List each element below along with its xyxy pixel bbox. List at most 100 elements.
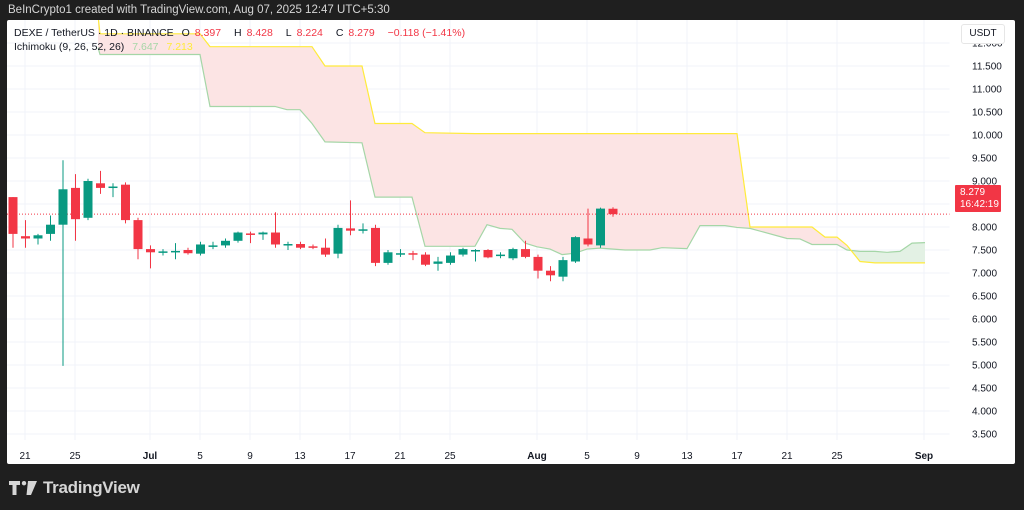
price-axis-label: 9.500 <box>972 154 997 165</box>
ichimoku-cloud-segment <box>325 66 362 143</box>
candle-body <box>408 253 418 255</box>
brand-name: TradingView <box>43 478 140 497</box>
ichimoku-cloud-segment <box>887 251 900 263</box>
price-chart-canvas[interactable]: 12.000 11.500 11.000 10.500 10.000 9.500 9.000… <box>7 20 1015 464</box>
candle-body <box>71 187 80 220</box>
candle-body <box>546 270 555 276</box>
candle-body <box>33 235 43 239</box>
indicator-legend-row[interactable]: Ichimoku (9, 26, 52, 26) 7.647 7.213 <box>14 40 470 54</box>
candle-body <box>21 236 30 239</box>
ichimoku-cloud-segment <box>525 133 537 247</box>
time-axis-label: 13 <box>681 451 693 462</box>
candle-body <box>358 229 368 231</box>
ichimoku-cloud-segment <box>860 251 875 263</box>
price-axis-label: 4.500 <box>972 384 997 395</box>
candle-body <box>58 189 68 225</box>
candle-body <box>308 246 318 248</box>
ichimoku-cloud-segment <box>100 33 200 55</box>
ichimoku-cloud-segment <box>537 133 550 250</box>
candle-body <box>233 232 243 241</box>
ichimoku-cloud-segment <box>475 133 487 247</box>
ichimoku-cloud-segment <box>300 46 312 124</box>
ichimoku-cloud-segment <box>600 133 625 250</box>
bar-countdown: 16:42:19 <box>960 199 999 210</box>
time-axis-label: 9 <box>247 451 253 462</box>
high-value: 8.428 <box>246 27 273 39</box>
candle-body <box>471 250 480 252</box>
candle-body <box>396 253 405 255</box>
currency-unit-button[interactable]: USDT <box>961 24 1005 44</box>
candle-body <box>296 244 305 248</box>
ichimoku-cloud-segment <box>650 133 662 250</box>
candle-body <box>383 252 393 263</box>
ichimoku-cloud-segment <box>900 243 912 263</box>
candle-body <box>208 245 218 247</box>
time-axis-label: 25 <box>831 451 843 462</box>
candle-body <box>171 250 180 253</box>
time-axis-label: 25 <box>444 451 456 462</box>
ichimoku-cloud-segment <box>700 133 725 226</box>
candle-body <box>258 232 268 235</box>
time-axis-label: 5 <box>584 451 590 462</box>
candle-body <box>221 240 230 246</box>
candle-body <box>533 256 543 271</box>
ichimoku-cloud-segment <box>725 133 737 228</box>
candle-body <box>433 261 443 264</box>
price-axis-label: 10.500 <box>972 108 1003 119</box>
low-value: 8.224 <box>296 27 323 39</box>
time-axis-label: 21 <box>19 451 31 462</box>
leading-span-a-line <box>97 47 926 256</box>
leading-span-b-line <box>97 20 925 264</box>
leading-span-b-value: 7.213 <box>166 41 193 53</box>
time-axis-label: Sep <box>915 451 933 462</box>
time-axis-label: 21 <box>394 451 406 462</box>
candle-body <box>558 260 568 277</box>
price-axis-label: 10.000 <box>972 131 1003 142</box>
ichimoku-cloud-segment <box>487 133 500 229</box>
time-axis-label: Jul <box>143 451 158 462</box>
ichimoku-cloud-segment <box>275 46 287 110</box>
candle-body <box>483 250 493 258</box>
candle-body <box>158 251 168 253</box>
candle-body <box>83 181 93 218</box>
ichimoku-cloud-segment <box>425 132 475 247</box>
candle-body <box>421 254 430 265</box>
time-axis-label: 25 <box>69 451 81 462</box>
time-axis-label: 17 <box>731 451 743 462</box>
attribution-text: BeInCrypto1 created with TradingView.com… <box>8 4 390 16</box>
time-axis-label: Aug <box>527 451 546 462</box>
ichimoku-cloud-segment <box>812 227 825 245</box>
price-axis-label: 3.500 <box>972 430 997 441</box>
ichimoku-cloud-segment <box>562 133 575 255</box>
price-axis-label: 11.500 <box>972 62 1002 73</box>
ichimoku-cloud-segment <box>875 251 887 263</box>
ichimoku-cloud-segment <box>500 133 512 230</box>
candle-body <box>571 237 580 262</box>
ichimoku-cloud-segment <box>837 237 847 250</box>
ichimoku-cloud-segment <box>912 242 925 263</box>
ichimoku-cloud-segment <box>825 237 837 245</box>
symbol-name[interactable]: DEXE / TetherUS · 1D · BINANCE <box>14 27 174 39</box>
time-axis-label: 17 <box>344 451 356 462</box>
time-axis-label: 9 <box>634 451 640 462</box>
ichimoku-cloud-segment <box>312 46 325 142</box>
ichimoku-cloud-segment <box>362 66 375 198</box>
ichimoku-cloud-segment <box>287 46 300 110</box>
chart-panel[interactable]: 12.000 11.500 11.000 10.500 10.000 9.500 9.000… <box>7 20 1015 464</box>
ichimoku-cloud-segment <box>210 46 275 107</box>
candle-body <box>596 208 605 246</box>
price-axis-label: 4.000 <box>972 407 997 418</box>
tradingview-logo[interactable]: TradingView <box>9 478 140 498</box>
price-axis-label: 9.000 <box>972 177 997 188</box>
candle-body <box>608 208 618 215</box>
indicator-name[interactable]: Ichimoku (9, 26, 52, 26) <box>14 41 125 53</box>
ichimoku-cloud-segment <box>550 133 562 255</box>
candle-body <box>583 238 593 245</box>
candle-body <box>458 249 468 255</box>
candle-body <box>108 186 118 189</box>
ichimoku-cloud-segment <box>200 33 210 107</box>
candle-body <box>333 227 343 254</box>
price-axis-label: 7.500 <box>972 246 997 257</box>
